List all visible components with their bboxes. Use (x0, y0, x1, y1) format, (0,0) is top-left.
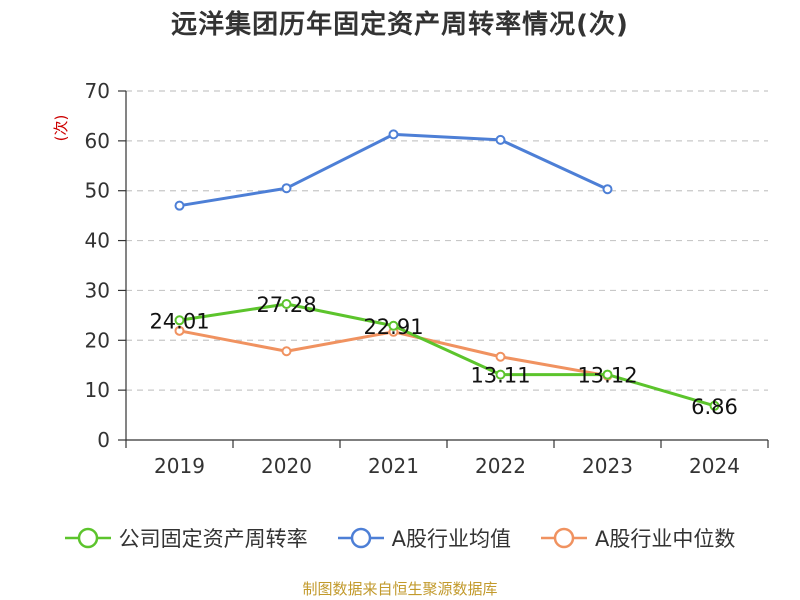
data-point (602, 184, 613, 195)
data-point (174, 315, 185, 326)
legend-label-company: 公司固定资产周转率 (118, 527, 308, 551)
x-tick-label: 2019 (154, 454, 205, 478)
legend-label-industry-mean: A股行业均值 (391, 527, 511, 551)
y-tick-label: 20 (85, 328, 110, 352)
x-tick-label: 2021 (368, 454, 419, 478)
source-note: 制图数据来自恒生聚源数据库 (302, 580, 498, 598)
data-point (495, 351, 506, 362)
data-point (281, 346, 292, 357)
chart-title: 远洋集团历年固定资产周转率情况(次) (171, 10, 629, 40)
y-tick-label: 0 (97, 428, 110, 452)
gridlines (126, 90, 768, 391)
legend-item-industry-median[interactable]: A股行业中位数 (541, 523, 735, 553)
legend-item-industry-mean[interactable]: A股行业均值 (337, 523, 511, 553)
data-label: 13.12 (577, 364, 637, 388)
data-point (388, 320, 399, 331)
legend-swatch-industry-mean (337, 527, 384, 549)
legend: 公司固定资产周转率 A股行业均值 A股行业中位数 (0, 518, 800, 558)
data-point (174, 200, 185, 211)
y-axis-label: (次) (52, 115, 70, 142)
y-tick-label: 70 (85, 79, 110, 103)
series-line-1 (179, 132, 609, 208)
x-tick-label: 2020 (261, 454, 312, 478)
x-tick-label: 2022 (475, 454, 526, 478)
legend-label-industry-median: A股行业中位数 (595, 527, 736, 551)
legend-item-company[interactable]: 公司固定资产周转率 (64, 523, 308, 553)
axes: 0 10 20 30 40 50 60 70 2019 2020 2021 2022 2023 2024 (85, 79, 769, 478)
data-labels: 24.01 27.28 22.91 13.11 13.12 6.86 (149, 293, 737, 419)
data-label: 13.11 (470, 364, 530, 388)
legend-swatch-company (64, 527, 111, 549)
x-tick-label: 2024 (689, 454, 740, 478)
data-point (174, 325, 185, 336)
y-tick-label: 50 (85, 179, 110, 203)
data-label: 6.86 (691, 395, 738, 419)
data-point (495, 369, 506, 380)
data-point (281, 298, 292, 309)
data-point (709, 400, 720, 411)
data-point (388, 129, 399, 140)
x-tick-label: 2023 (582, 454, 633, 478)
y-tick-label: 10 (85, 378, 110, 402)
data-point (281, 183, 292, 194)
series-group (174, 129, 720, 411)
series-line-0 (179, 302, 715, 408)
data-point (495, 134, 506, 145)
data-label: 22.91 (363, 315, 423, 339)
y-tick-label: 40 (85, 229, 110, 253)
data-point (602, 369, 613, 380)
y-tick-label: 60 (85, 129, 110, 153)
data-label: 24.01 (149, 309, 209, 333)
legend-swatch-industry-median (541, 527, 587, 549)
data-label: 27.28 (256, 293, 316, 317)
y-tick-label: 30 (85, 278, 110, 302)
